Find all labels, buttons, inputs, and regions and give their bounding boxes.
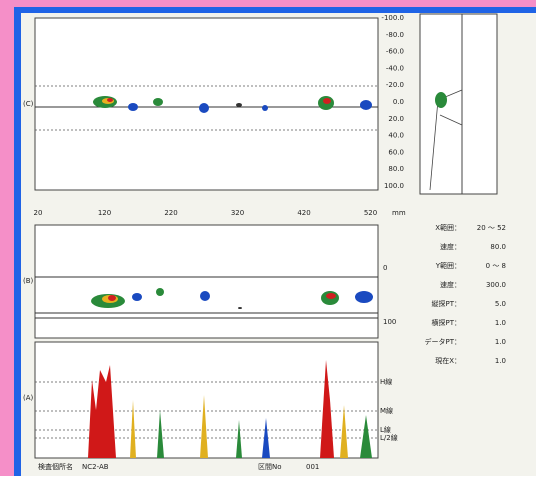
a-level-label: L線 [380, 425, 391, 434]
info-label: Y範囲： [435, 261, 461, 270]
c-scale-label: 0.0 [393, 98, 404, 106]
a-level-label: H線 [380, 377, 392, 386]
x-unit: mm [392, 209, 406, 217]
footer-label: 区間No [258, 463, 282, 471]
info-value: 80.0 [490, 243, 506, 251]
info-value: 1.0 [495, 338, 506, 346]
c-scale-label: -40.0 [386, 64, 404, 72]
info-label: 縦探PT： [432, 299, 462, 308]
info-value: 0 ～ 8 [486, 262, 506, 270]
info-value: 1.0 [495, 357, 506, 365]
b-indications [91, 288, 373, 309]
a-level-label: M線 [380, 406, 393, 415]
c-scale-label: -80.0 [386, 31, 404, 39]
b-scale-label: 0 [383, 264, 387, 272]
c-scale-label: 100.0 [384, 182, 404, 190]
x-tick-label: 420 [297, 209, 310, 217]
b-scale-label: 100 [383, 318, 396, 326]
footer-value: NC2-AB [82, 463, 109, 471]
info-value: 1.0 [495, 319, 506, 327]
side-view-panel [419, 13, 498, 195]
c-scale-label: 20.0 [388, 115, 404, 123]
x-tick-label: 220 [164, 209, 177, 217]
info-value: 300.0 [486, 281, 506, 289]
info-label: データPT： [425, 337, 462, 346]
c-indications [93, 96, 372, 113]
c-scale-label: 80.0 [388, 165, 404, 173]
info-value: 20 ～ 52 [477, 224, 506, 232]
footer-label: 検査個所名 [38, 462, 73, 471]
info-label: 速度： [440, 280, 461, 289]
x-tick-label: 120 [98, 209, 111, 217]
c-scale-label: -100.0 [381, 14, 404, 22]
info-label: 横探PT： [432, 318, 462, 327]
side-probe [429, 89, 463, 191]
x-tick-label: 320 [231, 209, 244, 217]
panel-label: (A) [23, 394, 34, 402]
a-echoes [88, 360, 372, 458]
c-scale-label: -60.0 [386, 48, 404, 56]
footer-value: 001 [306, 463, 319, 471]
info-label: 現在X： [435, 356, 461, 365]
side-indication [435, 92, 447, 108]
panel-label: (B) [23, 277, 34, 285]
info-label: X範囲： [435, 223, 461, 232]
info-label: 速度： [440, 242, 461, 251]
a-level-label: L/2線 [380, 433, 398, 442]
x-tick-label: 520 [364, 209, 377, 217]
c-scale-label: 40.0 [388, 132, 404, 140]
x-tick-label: 20 [34, 209, 43, 217]
c-scale-label: 60.0 [388, 148, 404, 156]
b-scan-panel [34, 224, 379, 339]
info-value: 5.0 [495, 300, 506, 308]
c-scale-label: -20.0 [386, 81, 404, 89]
panel-label: (C) [23, 100, 34, 108]
